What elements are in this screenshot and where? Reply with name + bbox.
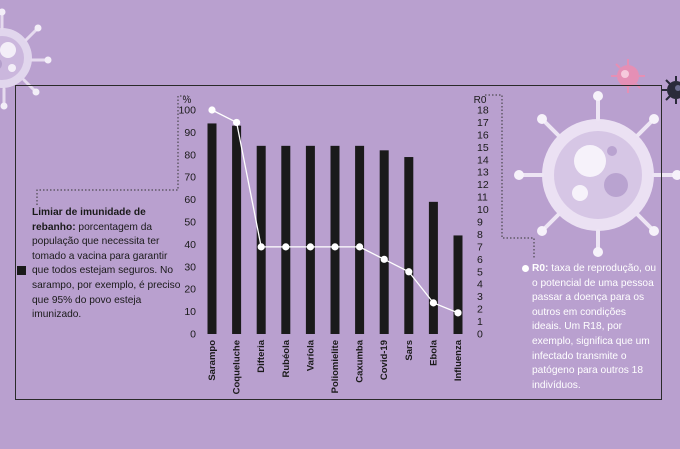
right-tick-label: 11 [477, 192, 488, 204]
x-axis-labels: Sarampo Coqueluche Difteria Rubéola Varíola P… [207, 339, 464, 394]
right-tick-label: 14 [477, 154, 489, 166]
left-tick-label: 90 [184, 127, 196, 139]
r0-point [257, 243, 265, 251]
right-tick-label: 0 [477, 329, 483, 341]
virus-icon [514, 91, 680, 257]
r0-point [331, 243, 339, 251]
right-tick-label: 6 [477, 254, 483, 266]
line-legend-dot [522, 265, 529, 272]
bar [281, 145, 291, 334]
bar [355, 145, 365, 334]
right-tick-label: 2 [477, 304, 483, 316]
content-frame [15, 85, 662, 400]
right-tick-label: 9 [477, 217, 483, 229]
right-tick-label: 15 [477, 142, 489, 154]
bar [207, 123, 217, 334]
left-tick-label: 10 [184, 306, 196, 318]
x-tick-label: Poliomielite [330, 340, 341, 393]
r0-point [306, 243, 314, 251]
right-tick-label: 12 [477, 179, 489, 191]
x-tick-label: Sars [404, 340, 415, 361]
x-tick-label: Caxumba [355, 339, 366, 382]
bar [379, 150, 389, 334]
r0-point [454, 309, 462, 317]
bar [305, 145, 315, 334]
left-tick-label: 0 [190, 329, 196, 341]
x-tick-label: Varíola [305, 339, 316, 371]
note-r0-title: R0: [532, 263, 549, 274]
virus-icon [611, 59, 645, 93]
left-tick-label: 60 [184, 194, 196, 206]
left-axis-top-label: % [183, 95, 192, 106]
bar [453, 235, 463, 334]
r0-point [429, 299, 437, 307]
bar [330, 145, 340, 334]
left-tick-label: 70 [184, 172, 196, 184]
note-herd-immunity-body: porcentagem da população que necessita t… [32, 221, 181, 321]
right-tick-label: 13 [477, 167, 489, 179]
right-tick-label: 17 [477, 117, 489, 129]
left-connector [36, 95, 188, 205]
right-tick-label: 18 [477, 105, 489, 117]
left-tick-label: 30 [184, 261, 196, 273]
right-tick-label: 1 [477, 316, 483, 328]
x-tick-label: Covid-19 [379, 340, 390, 380]
left-tick-label: 50 [184, 217, 196, 229]
r0-point [405, 268, 413, 276]
x-tick-label: Difteria [256, 339, 267, 372]
virus-icon [662, 76, 680, 104]
r0-point [233, 118, 241, 127]
x-tick-label: Coqueluche [232, 340, 243, 394]
left-tick-label: 80 [184, 149, 196, 161]
right-connector [485, 94, 535, 258]
left-tick-label: 40 [184, 239, 196, 251]
r0-line [208, 106, 462, 317]
virus-icon [0, 8, 52, 110]
bar [428, 201, 438, 334]
r0-point [208, 106, 216, 114]
right-tick-label: 3 [477, 291, 483, 303]
x-tick-label: Influenza [453, 339, 464, 381]
bar [232, 125, 242, 335]
note-r0-body: taxa de reprodução, ou o potencial de um… [532, 263, 657, 391]
note-herd-immunity: Limiar de imunidade de rebanho: porcenta… [32, 206, 182, 323]
note-r0: R0: taxa de reprodução, ou o potencial d… [532, 262, 657, 393]
x-tick-label: Ebola [428, 339, 439, 366]
left-tick-label: 20 [184, 284, 196, 296]
right-tick-label: 7 [477, 241, 483, 253]
r0-point [380, 255, 388, 263]
note-herd-immunity-title: Limiar de imunidade de rebanho: [32, 207, 146, 233]
right-tick-label: 4 [477, 279, 483, 291]
bar-legend-square [17, 266, 26, 275]
right-tick-label: 10 [477, 204, 489, 216]
bar [404, 157, 414, 334]
r0-point [356, 243, 364, 251]
right-axis-top-label: R0 [474, 95, 487, 106]
left-axis: 0 10 20 30 40 50 60 70 80 90 100 [178, 105, 196, 341]
x-tick-label: Sarampo [207, 340, 218, 381]
bar [256, 145, 266, 334]
left-tick-label: 100 [178, 105, 196, 117]
r0-point [282, 243, 290, 251]
bars [207, 123, 463, 335]
right-tick-label: 8 [477, 229, 483, 241]
right-tick-label: 5 [477, 266, 483, 278]
right-tick-label: 16 [477, 129, 489, 141]
x-tick-label: Rubéola [281, 339, 292, 377]
